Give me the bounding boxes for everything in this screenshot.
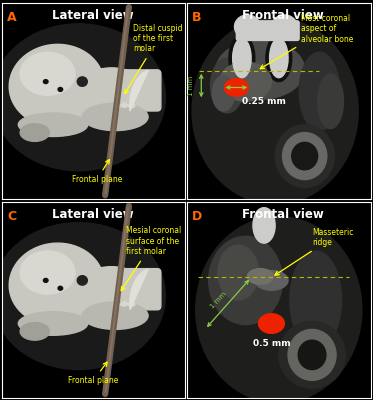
Ellipse shape (9, 243, 104, 326)
Ellipse shape (77, 276, 87, 285)
Text: Frontal view: Frontal view (242, 208, 323, 221)
Ellipse shape (128, 302, 135, 306)
Ellipse shape (77, 77, 87, 86)
Ellipse shape (255, 208, 273, 228)
Ellipse shape (270, 38, 288, 78)
Ellipse shape (229, 34, 255, 82)
Ellipse shape (196, 217, 362, 400)
Ellipse shape (253, 208, 275, 243)
Ellipse shape (235, 15, 260, 38)
Ellipse shape (209, 236, 282, 324)
Text: B: B (192, 11, 201, 24)
Text: C: C (7, 210, 16, 223)
Ellipse shape (233, 38, 251, 78)
Ellipse shape (288, 330, 336, 380)
Text: Lateral view: Lateral view (53, 9, 134, 22)
Ellipse shape (43, 278, 48, 282)
Ellipse shape (210, 58, 244, 113)
Text: Most coronal
aspect of
alveolar bone: Most coronal aspect of alveolar bone (260, 14, 353, 69)
Ellipse shape (292, 142, 317, 170)
Text: Frontal view: Frontal view (242, 9, 323, 22)
Ellipse shape (114, 104, 120, 108)
Ellipse shape (114, 303, 120, 307)
Ellipse shape (258, 314, 284, 333)
Text: Lateral view: Lateral view (53, 208, 134, 221)
FancyBboxPatch shape (99, 269, 161, 310)
Ellipse shape (82, 103, 148, 130)
Ellipse shape (18, 113, 88, 136)
Ellipse shape (290, 251, 342, 349)
Ellipse shape (272, 15, 297, 38)
Text: Distal cuspid
of the first
molar: Distal cuspid of the first molar (125, 24, 183, 94)
Ellipse shape (77, 68, 146, 111)
Ellipse shape (9, 44, 104, 127)
Ellipse shape (18, 312, 88, 335)
FancyBboxPatch shape (236, 21, 299, 40)
FancyBboxPatch shape (99, 70, 161, 111)
Ellipse shape (279, 322, 345, 388)
Ellipse shape (20, 322, 49, 340)
Ellipse shape (216, 40, 305, 99)
Text: 1 mm: 1 mm (188, 75, 194, 96)
Polygon shape (130, 70, 148, 111)
Ellipse shape (192, 18, 358, 204)
Ellipse shape (220, 62, 272, 101)
Ellipse shape (20, 124, 49, 141)
Ellipse shape (218, 245, 258, 300)
Ellipse shape (58, 88, 63, 91)
Ellipse shape (299, 52, 340, 130)
Text: A: A (7, 11, 17, 24)
Ellipse shape (233, 40, 250, 77)
Text: Masseteric
ridge: Masseteric ridge (275, 228, 354, 275)
Ellipse shape (270, 40, 287, 77)
Ellipse shape (20, 251, 75, 294)
Ellipse shape (282, 132, 327, 180)
Ellipse shape (0, 222, 166, 370)
Text: 0.25 mm: 0.25 mm (242, 97, 286, 106)
Ellipse shape (298, 340, 326, 370)
Ellipse shape (82, 302, 148, 330)
Ellipse shape (266, 34, 292, 82)
Text: D: D (192, 210, 202, 223)
Text: 0.5 mm: 0.5 mm (253, 339, 290, 348)
Text: Frontal plane: Frontal plane (72, 160, 122, 184)
Text: Mesial coronal
surface of the
first molar: Mesial coronal surface of the first mola… (121, 226, 181, 291)
Ellipse shape (77, 267, 146, 310)
Text: 1 mm: 1 mm (210, 290, 228, 310)
Ellipse shape (121, 103, 128, 107)
Text: Frontal plane: Frontal plane (68, 362, 119, 385)
Polygon shape (130, 269, 148, 310)
Ellipse shape (255, 270, 288, 290)
Ellipse shape (128, 103, 135, 108)
Ellipse shape (58, 286, 63, 290)
Ellipse shape (275, 125, 334, 188)
Ellipse shape (317, 74, 344, 129)
Ellipse shape (247, 269, 273, 284)
Ellipse shape (0, 24, 166, 171)
Ellipse shape (121, 302, 128, 306)
Ellipse shape (224, 79, 248, 96)
Ellipse shape (212, 76, 235, 111)
Ellipse shape (43, 80, 48, 84)
Ellipse shape (20, 52, 75, 95)
